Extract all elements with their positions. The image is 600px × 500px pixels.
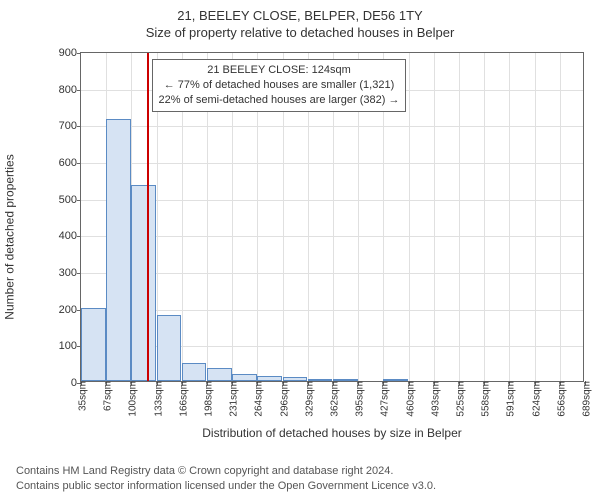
grid-v <box>535 53 536 381</box>
histogram-bar <box>106 119 131 381</box>
grid-v <box>459 53 460 381</box>
ytick-label: 400 <box>47 230 77 242</box>
ytick-label: 700 <box>47 120 77 132</box>
plot-area: 010020030040050060070080090035sqm67sqm10… <box>80 52 584 382</box>
xtick-label: 231sqm <box>229 381 240 417</box>
histogram-bar <box>157 315 182 381</box>
xtick-label: 133sqm <box>153 381 164 417</box>
histogram-bar <box>207 368 232 381</box>
annotation-line: ← 77% of detached houses are smaller (1,… <box>159 78 400 93</box>
xtick-label: 35sqm <box>78 381 89 411</box>
xtick-label: 329sqm <box>304 381 315 417</box>
footer-line1: Contains HM Land Registry data © Crown c… <box>16 464 436 479</box>
x-axis-label: Distribution of detached houses by size … <box>80 426 584 440</box>
xtick-label: 100sqm <box>128 381 139 417</box>
histogram-bar <box>333 379 358 381</box>
histogram-bar <box>283 377 308 381</box>
xtick-label: 656sqm <box>556 381 567 417</box>
chart: 010020030040050060070080090035sqm67sqm10… <box>44 52 584 422</box>
marker-line <box>147 53 149 381</box>
xtick-label: 67sqm <box>103 381 114 411</box>
histogram-bar <box>182 363 207 381</box>
xtick-label: 493sqm <box>430 381 441 417</box>
xtick-label: 525sqm <box>456 381 467 417</box>
page-subtitle: Size of property relative to detached ho… <box>0 23 600 40</box>
ytick-label: 500 <box>47 194 77 206</box>
xtick-label: 427sqm <box>380 381 391 417</box>
histogram-bar <box>81 308 106 381</box>
xtick-label: 264sqm <box>254 381 265 417</box>
ytick-label: 900 <box>47 47 77 59</box>
grid-v <box>484 53 485 381</box>
histogram-bar <box>131 185 156 381</box>
xtick-label: 591sqm <box>506 381 517 417</box>
xtick-label: 689sqm <box>582 381 593 417</box>
annotation-box: 21 BEELEY CLOSE: 124sqm← 77% of detached… <box>152 59 407 112</box>
ytick-label: 0 <box>47 377 77 389</box>
grid-v <box>509 53 510 381</box>
ytick-label: 800 <box>47 84 77 96</box>
xtick-label: 395sqm <box>355 381 366 417</box>
ytick-mark <box>77 53 81 54</box>
histogram-bar <box>232 374 257 381</box>
xtick-label: 166sqm <box>178 381 189 417</box>
ytick-label: 600 <box>47 157 77 169</box>
footer-line2: Contains public sector information licen… <box>16 479 436 494</box>
annotation-line: 22% of semi-detached houses are larger (… <box>159 93 400 108</box>
histogram-bar <box>257 376 282 382</box>
annotation-line: 21 BEELEY CLOSE: 124sqm <box>159 63 400 78</box>
xtick-label: 558sqm <box>481 381 492 417</box>
xtick-label: 296sqm <box>279 381 290 417</box>
xtick-label: 198sqm <box>204 381 215 417</box>
ytick-mark <box>77 126 81 127</box>
ytick-mark <box>77 273 81 274</box>
y-axis-label: Number of detached properties <box>3 154 17 319</box>
footer: Contains HM Land Registry data © Crown c… <box>16 464 436 494</box>
grid-v <box>434 53 435 381</box>
page-title: 21, BEELEY CLOSE, BELPER, DE56 1TY <box>0 0 600 23</box>
xtick-label: 362sqm <box>330 381 341 417</box>
grid-v <box>560 53 561 381</box>
histogram-bar <box>383 379 408 381</box>
ytick-label: 100 <box>47 340 77 352</box>
y-axis-label-wrap: Number of detached properties <box>2 52 18 422</box>
histogram-bar <box>308 379 333 381</box>
ytick-mark <box>77 236 81 237</box>
ytick-mark <box>77 200 81 201</box>
ytick-mark <box>77 90 81 91</box>
ytick-mark <box>77 163 81 164</box>
grid-v <box>409 53 410 381</box>
xtick-label: 624sqm <box>531 381 542 417</box>
ytick-label: 300 <box>47 267 77 279</box>
xtick-label: 460sqm <box>405 381 416 417</box>
ytick-label: 200 <box>47 304 77 316</box>
